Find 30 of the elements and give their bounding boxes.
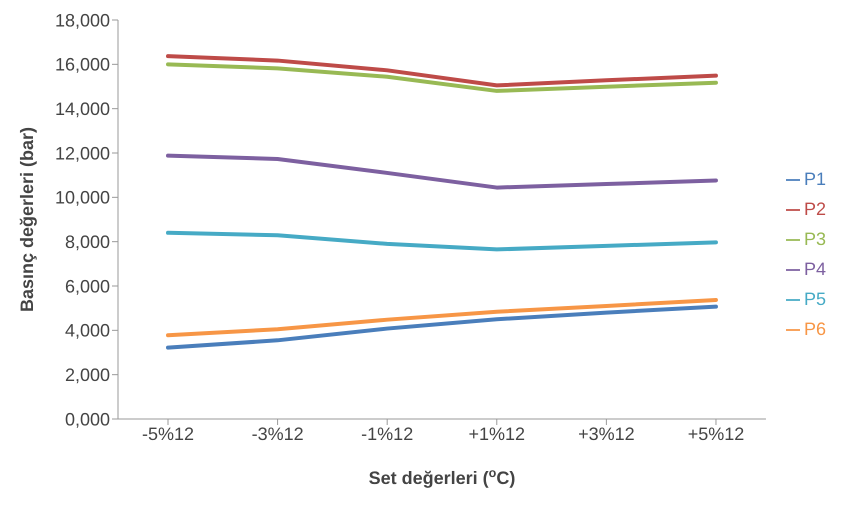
y-tick-label: 4,000 (64, 320, 110, 341)
line-series (166, 298, 718, 338)
y-tick-label: 12,000 (54, 143, 110, 164)
y-tick-label: 0,000 (64, 409, 110, 430)
y-tick-label: 14,000 (54, 99, 110, 120)
x-tick-label: -3%12 (252, 424, 304, 444)
y-tick-label: 16,000 (54, 54, 110, 75)
legend-label: P4 (804, 258, 826, 278)
x-axis-title: Set değerleri ($^{o}$C) (368, 466, 516, 488)
line-series (166, 304, 718, 350)
y-tick-label: 2,000 (64, 365, 110, 386)
y-axis-title: Basınç değerleri (bar) (17, 126, 37, 312)
legend-label: P3 (804, 228, 826, 248)
y-tick-label: 6,000 (64, 276, 110, 296)
y-tick-label: 10,000 (54, 188, 110, 208)
x-tick-label: -1%12 (361, 424, 414, 444)
y-tick-label: 18,000 (54, 10, 110, 30)
y-tick-label: 8,000 (64, 232, 110, 252)
line-series (166, 54, 718, 88)
legend-label: P2 (804, 198, 826, 218)
line-series (166, 62, 718, 93)
line-series (166, 230, 718, 252)
legend-label: P5 (804, 288, 826, 308)
line-series (166, 154, 718, 190)
x-tick-label: +3%12 (578, 424, 635, 444)
legend-label: P1 (804, 168, 826, 188)
x-tick-label: +1%12 (468, 424, 526, 444)
x-tick-label: -5%12 (142, 424, 194, 444)
legend-label: P6 (804, 318, 826, 338)
x-tick-label: +5%12 (688, 424, 744, 444)
